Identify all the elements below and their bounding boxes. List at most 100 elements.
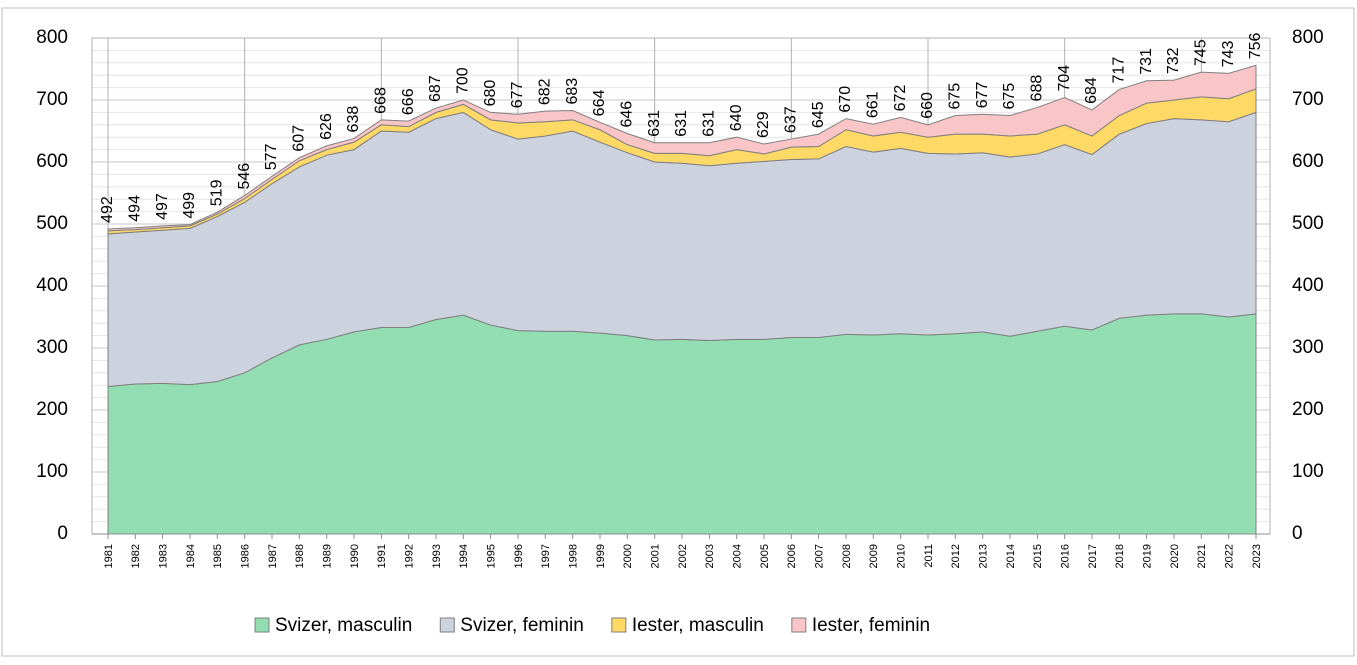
x-tick-label: 2003 — [704, 544, 716, 568]
x-tick-label: 2017 — [1087, 544, 1099, 568]
total-label: 492 — [99, 196, 116, 223]
x-tick-label: 2020 — [1169, 544, 1181, 568]
total-label: 638 — [345, 106, 362, 133]
y-tick-label: 500 — [36, 213, 68, 234]
y2-tick-label: 0 — [1292, 523, 1303, 544]
total-label: 660 — [919, 92, 936, 119]
x-tick-label: 1997 — [540, 544, 552, 568]
x-tick-label: 1986 — [240, 544, 252, 568]
x-tick-label: 1982 — [130, 544, 142, 568]
area — [107, 64, 1257, 232]
total-label: 717 — [1111, 57, 1128, 84]
x-tick-label: 2014 — [1005, 544, 1017, 568]
x-tick-label: 1998 — [568, 544, 580, 568]
x-tick-label: 2012 — [950, 544, 962, 568]
total-label: 672 — [892, 85, 909, 112]
total-label: 499 — [181, 192, 198, 219]
total-label: 682 — [537, 78, 554, 105]
y2-tick-label: 700 — [1292, 89, 1324, 110]
total-label: 680 — [482, 80, 499, 107]
x-tick-label: 1990 — [349, 544, 361, 568]
y2-tick-label: 100 — [1292, 461, 1324, 482]
total-label: 683 — [564, 78, 581, 105]
total-label: 677 — [974, 81, 991, 108]
x-tick-label: 2004 — [732, 544, 744, 568]
y2-tick-label: 300 — [1292, 337, 1324, 358]
total-label: 666 — [400, 88, 417, 115]
x-tick-label: 2009 — [868, 544, 880, 568]
x-tick-label: 2016 — [1060, 544, 1072, 568]
x-tick-label: 1983 — [158, 544, 170, 568]
total-label: 577 — [263, 143, 280, 170]
x-tick-label: 1994 — [458, 544, 470, 568]
total-label: 745 — [1193, 39, 1210, 66]
y2-tick-label: 800 — [1292, 27, 1324, 48]
y2-tick-label: 600 — [1292, 151, 1324, 172]
x-tick-label: 1992 — [404, 544, 416, 568]
x-tick-label: 1993 — [431, 544, 443, 568]
x-tick-label: 1988 — [294, 544, 306, 568]
x-tick-label: 2008 — [841, 544, 853, 568]
total-label: 637 — [783, 106, 800, 133]
x-tick-label: 1985 — [212, 544, 224, 568]
x-tick-label: 2022 — [1224, 544, 1236, 568]
total-label: 519 — [209, 179, 226, 206]
legend-swatch — [254, 617, 270, 633]
x-tick-label: 2006 — [786, 544, 798, 568]
total-label: 687 — [427, 75, 444, 102]
legend-label: Iester, feminin — [812, 615, 930, 636]
total-label: 631 — [701, 110, 718, 137]
x-tick-label: 2023 — [1251, 544, 1263, 568]
x-tick-label: 2019 — [1142, 544, 1154, 568]
y-tick-label: 600 — [36, 151, 68, 172]
y2-tick-label: 500 — [1292, 213, 1324, 234]
total-label: 645 — [810, 101, 827, 128]
x-tick-label: 2013 — [978, 544, 990, 568]
y-tick-label: 800 — [36, 27, 68, 48]
x-tick-label: 1996 — [513, 544, 525, 568]
y-tick-label: 300 — [36, 337, 68, 358]
x-tick-label: 1981 — [103, 544, 115, 568]
x-tick-label: 1999 — [595, 544, 607, 568]
total-label: 646 — [619, 101, 636, 128]
x-tick-label: 2000 — [622, 544, 634, 568]
x-tick-label: 1989 — [322, 544, 334, 568]
total-label: 661 — [865, 91, 882, 118]
total-label: 684 — [1083, 77, 1100, 104]
total-label: 546 — [236, 163, 253, 190]
total-label: 494 — [127, 195, 144, 222]
total-label: 626 — [318, 113, 335, 140]
total-label: 677 — [509, 81, 526, 108]
x-tick-label: 2010 — [896, 544, 908, 568]
y-tick-label: 400 — [36, 275, 68, 296]
x-tick-label: 2005 — [759, 544, 771, 568]
x-tick-label: 1995 — [486, 544, 498, 568]
total-label: 675 — [947, 83, 964, 110]
legend-swatch — [439, 617, 455, 633]
total-label: 664 — [591, 90, 608, 117]
x-tick-label: 2021 — [1196, 544, 1208, 568]
y-tick-label: 700 — [36, 89, 68, 110]
legend-label: Svizer, masculin — [275, 615, 412, 636]
total-label: 607 — [291, 125, 308, 152]
x-tick-label: 1991 — [376, 544, 388, 568]
total-label: 704 — [1056, 65, 1073, 92]
total-label: 756 — [1247, 32, 1264, 59]
total-label: 631 — [646, 110, 663, 137]
x-tick-label: 2018 — [1114, 544, 1126, 568]
y-tick-label: 200 — [36, 399, 68, 420]
total-label: 732 — [1165, 47, 1182, 74]
y-tick-label: 0 — [57, 523, 68, 544]
total-label: 731 — [1138, 48, 1155, 75]
x-tick-label: 1987 — [267, 544, 279, 568]
total-label: 629 — [755, 111, 772, 138]
total-label: 670 — [837, 86, 854, 113]
total-label: 700 — [455, 67, 472, 94]
y2-tick-label: 400 — [1292, 275, 1324, 296]
x-tick-label: 2007 — [814, 544, 826, 568]
x-tick-label: 2011 — [923, 544, 935, 568]
x-tick-label: 2015 — [1032, 544, 1044, 568]
legend-label: Svizer, feminin — [460, 615, 584, 636]
total-label: 497 — [154, 193, 171, 220]
